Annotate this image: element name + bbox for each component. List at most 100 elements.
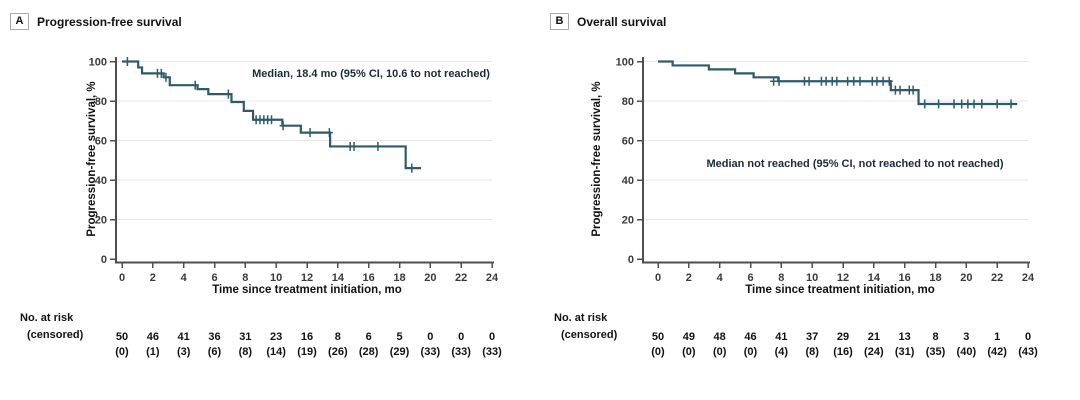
censored-count: (1) [146,346,160,358]
x-axis-title: Time since treatment initiation, mo [212,284,402,296]
censored-count: (26) [328,346,348,358]
censor-mark [879,76,887,86]
x-tick-label: 12 [837,272,849,284]
censored-count: (4) [775,346,789,358]
censored-count: (0) [651,346,665,358]
censor-mark [993,99,1001,109]
number-at-risk-label: No. at risk [554,312,608,324]
censor-mark [950,99,958,109]
x-tick-label: 24 [486,272,499,284]
censor-mark [935,99,943,109]
at-risk-count: 46 [744,331,756,343]
at-risk-count: 41 [775,331,787,343]
x-tick-label: 4 [717,272,724,284]
censored-label: (censored) [27,329,84,341]
panel-header: A Progression-free survival [10,13,182,30]
censored-count: (29) [390,346,410,358]
at-risk-count: 48 [714,331,726,343]
at-risk-count: 0 [427,331,433,343]
y-tick-label: 20 [622,215,634,227]
censored-count: (16) [833,346,853,358]
at-risk-count: 0 [489,331,495,343]
at-risk-count: 0 [458,331,464,343]
at-risk-count: 50 [652,331,664,343]
censored-count: (33) [482,346,502,358]
y-axis-title: Progression-free survival, % [86,81,98,237]
censored-count: (24) [864,346,884,358]
panel-header: B Overall survival [550,13,666,30]
censor-mark [873,76,881,86]
censor-mark [279,121,287,131]
censored-count: (35) [926,346,946,358]
at-risk-count: 8 [932,331,938,343]
censored-count: (31) [895,346,915,358]
median-annotation: Median not reached (95% CI, not reached … [706,158,1004,170]
censor-mark [224,89,232,99]
censor-mark [191,80,199,90]
censor-mark [885,76,893,86]
at-risk-count: 1 [994,331,1000,343]
at-risk-count: 16 [301,331,313,343]
x-tick-label: 10 [270,272,282,284]
km-survival-curve [122,60,422,170]
censor-mark [896,85,904,95]
censor-mark [408,163,416,173]
censored-count: (0) [115,346,129,358]
censored-count: (6) [208,346,222,358]
y-tick-label: 20 [95,215,107,227]
y-tick-label: 100 [89,57,107,69]
panel-progression-free-survival: A Progression-free survival Median, 18.4… [10,13,502,359]
x-tick-label: 22 [991,272,1003,284]
at-risk-count: 49 [683,331,695,343]
censor-mark [374,141,382,151]
censored-count: (42) [987,346,1007,358]
y-tick-label: 80 [622,96,634,108]
x-tick-label: 0 [119,272,125,284]
at-risk-count: 6 [366,331,372,343]
censored-count: (0) [713,346,727,358]
censor-mark [921,99,929,109]
x-tick-label: 12 [301,272,313,284]
censored-count: (19) [297,346,317,358]
at-risk-count: 3 [963,331,969,343]
at-risk-count: 0 [1025,331,1031,343]
censored-count: (14) [266,346,286,358]
number-at-risk-label: No. at risk [20,312,74,324]
at-risk-count: 29 [837,331,849,343]
censor-mark [123,57,131,66]
x-tick-label: 20 [424,272,436,284]
censored-label: (censored) [561,329,618,341]
x-tick-label: 2 [150,272,156,284]
y-tick-label: 60 [622,136,634,148]
x-tick-label: 18 [393,272,405,284]
censored-count: (40) [957,346,977,358]
x-tick-label: 2 [686,272,692,284]
at-risk-count: 23 [270,331,282,343]
x-tick-label: 6 [747,272,753,284]
censored-count: (28) [359,346,379,358]
panel-letter-badge: B [550,13,569,30]
x-tick-label: 10 [806,272,818,284]
at-risk-count: 46 [147,331,159,343]
censor-mark [157,68,165,78]
x-tick-label: 16 [363,272,375,284]
at-risk-count: 50 [116,331,128,343]
censor-mark [268,115,276,125]
km-survival-curve [658,60,1018,106]
y-axis-title: Progression-free survival, % [591,81,603,237]
censor-mark [306,128,314,138]
panel-letter-badge: A [10,13,29,30]
at-risk-count: 13 [899,331,911,343]
x-tick-label: 0 [655,272,661,284]
at-risk-count: 36 [208,331,220,343]
censored-count: (8) [239,346,253,358]
panel-title: Overall survival [577,14,667,29]
y-tick-label: 60 [95,136,107,148]
x-tick-label: 14 [332,272,345,284]
y-tick-label: 100 [616,57,634,69]
censored-count: (43) [1018,346,1038,358]
censor-mark [964,99,972,109]
x-axis-title: Time since treatment initiation, mo [745,284,935,296]
